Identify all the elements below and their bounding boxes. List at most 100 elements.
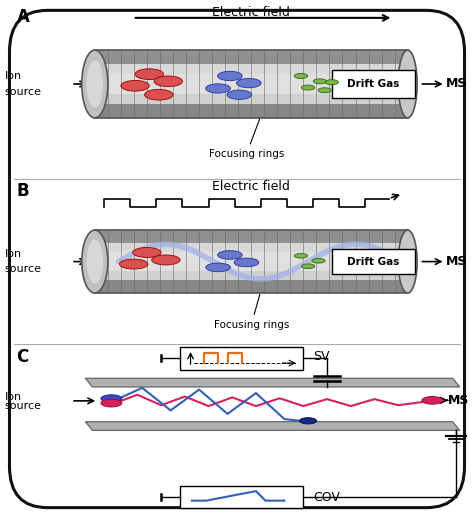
Polygon shape [342, 243, 356, 252]
Polygon shape [317, 94, 329, 104]
Polygon shape [329, 50, 342, 64]
Ellipse shape [398, 50, 417, 118]
Circle shape [300, 418, 317, 424]
Polygon shape [108, 230, 121, 243]
Polygon shape [238, 50, 251, 64]
Text: Focusing rings: Focusing rings [213, 294, 289, 330]
Polygon shape [85, 422, 460, 430]
Polygon shape [225, 280, 238, 293]
Polygon shape [160, 280, 173, 293]
Ellipse shape [82, 50, 108, 118]
Polygon shape [121, 104, 134, 118]
Polygon shape [369, 64, 382, 74]
Polygon shape [303, 280, 317, 293]
Polygon shape [356, 50, 369, 64]
Polygon shape [121, 94, 134, 104]
Polygon shape [108, 243, 121, 252]
Polygon shape [290, 280, 303, 293]
Polygon shape [147, 64, 160, 74]
Polygon shape [95, 50, 108, 64]
Polygon shape [342, 104, 356, 118]
Polygon shape [303, 50, 317, 64]
Polygon shape [394, 271, 408, 280]
Polygon shape [238, 243, 251, 252]
Polygon shape [369, 243, 382, 252]
Polygon shape [329, 104, 342, 118]
Circle shape [119, 259, 148, 269]
Polygon shape [356, 64, 369, 74]
Polygon shape [186, 104, 199, 118]
Polygon shape [382, 243, 394, 252]
Text: MS: MS [446, 255, 467, 268]
Polygon shape [134, 104, 147, 118]
Polygon shape [329, 64, 342, 74]
Polygon shape [329, 243, 342, 252]
Circle shape [101, 395, 122, 402]
Polygon shape [277, 271, 290, 280]
Polygon shape [317, 64, 329, 74]
Polygon shape [382, 280, 394, 293]
Text: A: A [17, 8, 29, 26]
Polygon shape [394, 243, 408, 252]
Circle shape [152, 255, 180, 265]
Text: Focusing rings: Focusing rings [209, 119, 284, 159]
Polygon shape [134, 271, 147, 280]
Circle shape [101, 399, 122, 407]
Polygon shape [290, 104, 303, 118]
FancyBboxPatch shape [332, 249, 415, 275]
Polygon shape [382, 271, 394, 280]
Polygon shape [277, 50, 290, 64]
Polygon shape [134, 243, 147, 252]
Polygon shape [264, 280, 277, 293]
Polygon shape [317, 280, 329, 293]
Polygon shape [108, 50, 121, 64]
Polygon shape [95, 280, 108, 293]
Text: source: source [5, 401, 42, 411]
Polygon shape [160, 271, 173, 280]
Text: C: C [17, 348, 29, 366]
Ellipse shape [398, 230, 417, 293]
Polygon shape [121, 230, 134, 243]
Polygon shape [95, 230, 108, 243]
Polygon shape [303, 104, 317, 118]
Polygon shape [264, 243, 277, 252]
Polygon shape [342, 50, 356, 64]
Polygon shape [264, 104, 277, 118]
Text: source: source [5, 264, 42, 274]
Polygon shape [95, 64, 108, 74]
Polygon shape [225, 104, 238, 118]
Polygon shape [225, 64, 238, 74]
Polygon shape [108, 104, 121, 118]
Ellipse shape [86, 239, 103, 284]
Polygon shape [186, 64, 199, 74]
Polygon shape [356, 104, 369, 118]
Polygon shape [369, 94, 382, 104]
Circle shape [234, 258, 259, 267]
Polygon shape [173, 50, 186, 64]
Polygon shape [173, 280, 186, 293]
Text: Ion: Ion [5, 71, 22, 81]
Polygon shape [342, 280, 356, 293]
Polygon shape [199, 64, 212, 74]
FancyBboxPatch shape [9, 10, 465, 508]
Circle shape [422, 397, 443, 404]
Polygon shape [147, 94, 160, 104]
Polygon shape [147, 243, 160, 252]
Polygon shape [134, 94, 147, 104]
Polygon shape [342, 271, 356, 280]
Polygon shape [264, 64, 277, 74]
Polygon shape [134, 64, 147, 74]
Polygon shape [160, 50, 173, 64]
Polygon shape [342, 64, 356, 74]
Polygon shape [394, 94, 408, 104]
Polygon shape [173, 271, 186, 280]
Polygon shape [160, 64, 173, 74]
Polygon shape [317, 50, 329, 64]
Polygon shape [95, 104, 108, 118]
Polygon shape [382, 94, 394, 104]
Polygon shape [147, 104, 160, 118]
Polygon shape [238, 64, 251, 74]
Polygon shape [329, 230, 342, 243]
Polygon shape [356, 230, 369, 243]
Polygon shape [95, 243, 108, 252]
